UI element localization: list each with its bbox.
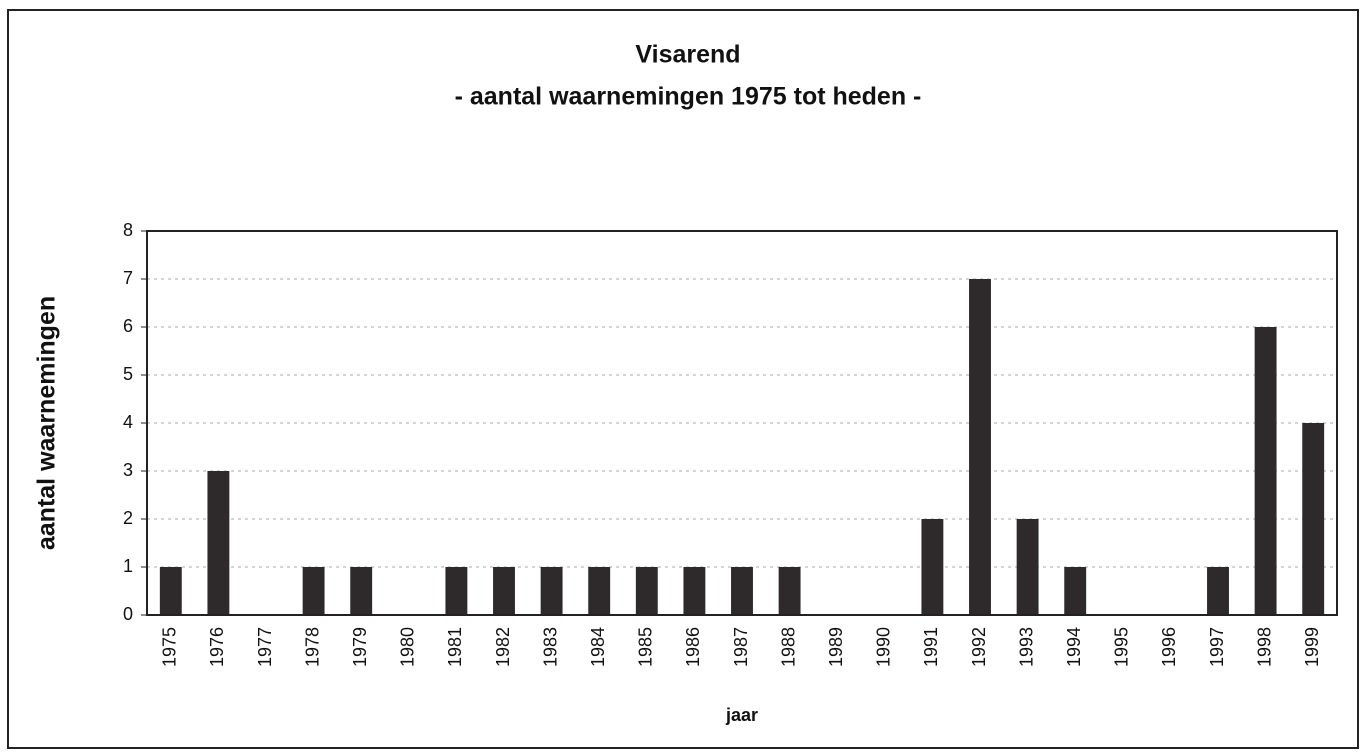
bar	[1254, 327, 1277, 615]
x-tick-label: 1979	[350, 627, 370, 667]
y-tick-label: 1	[123, 556, 133, 576]
bar	[969, 279, 991, 615]
y-tick-label: 3	[123, 460, 133, 480]
x-tick-label: 1981	[445, 627, 465, 667]
x-tick-label: 1993	[1016, 627, 1036, 667]
bar	[159, 567, 182, 615]
x-tick-label: 1996	[1159, 627, 1179, 667]
bar	[1302, 423, 1325, 615]
bar	[1016, 519, 1039, 615]
x-tick-label: 1988	[778, 627, 798, 667]
x-tick-label: 1984	[588, 627, 608, 667]
x-tick-label: 1980	[398, 627, 418, 667]
x-tick-label: 1977	[255, 627, 275, 667]
bar	[350, 567, 373, 615]
bar	[778, 567, 801, 615]
x-tick-label: 1994	[1064, 627, 1084, 667]
bar	[1207, 567, 1229, 615]
chart-title: Visarend	[635, 41, 740, 69]
x-tick-label: 1985	[636, 627, 656, 667]
bar	[445, 567, 468, 615]
chart-subtitle: - aantal waarnemingen 1975 tot heden -	[455, 83, 922, 111]
x-tick-label: 1982	[493, 627, 513, 667]
bar	[493, 567, 515, 615]
plot-area	[146, 230, 1338, 616]
frame	[7, 9, 1359, 749]
y-tick-label: 4	[123, 412, 133, 432]
x-tick-label: 1999	[1302, 627, 1322, 667]
bar	[207, 471, 230, 615]
x-tick-label: 1983	[540, 627, 560, 667]
x-axis-label: jaar	[725, 705, 758, 725]
y-tick-label: 6	[123, 316, 133, 336]
bar	[683, 567, 706, 615]
x-tick-label: 1997	[1207, 627, 1227, 667]
x-tick-label: 1991	[921, 627, 941, 667]
y-tick-label: 8	[123, 220, 133, 240]
bar	[588, 567, 611, 615]
bar	[1064, 567, 1087, 615]
y-tick-label: 7	[123, 268, 133, 288]
bar	[921, 519, 944, 615]
x-tick-label: 1986	[683, 627, 703, 667]
bar	[540, 567, 563, 615]
bar	[302, 567, 325, 615]
x-tick-label: 1998	[1254, 627, 1274, 667]
x-tick-label: 1976	[207, 627, 227, 667]
y-axis-label: aantal waarnemingen	[33, 296, 61, 550]
x-tick-label: 1990	[874, 627, 894, 667]
bar	[731, 567, 753, 615]
y-tick-label: 5	[123, 364, 133, 384]
x-tick-label: 1989	[826, 627, 846, 667]
bar	[635, 567, 658, 615]
y-tick-label: 2	[123, 508, 133, 528]
y-tick-label: 0	[123, 604, 133, 624]
x-tick-label: 1992	[969, 627, 989, 667]
x-tick-label: 1995	[1112, 627, 1132, 667]
x-tick-label: 1987	[731, 627, 751, 667]
x-tick-label: 1978	[302, 627, 322, 667]
x-tick-label: 1975	[160, 627, 180, 667]
